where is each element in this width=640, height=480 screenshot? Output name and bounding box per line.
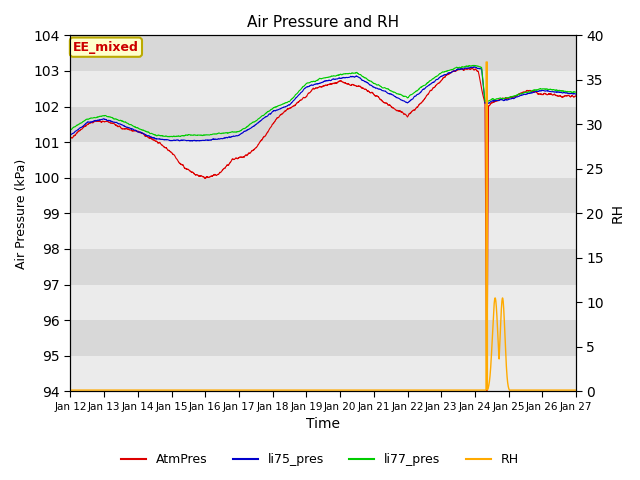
- X-axis label: Time: Time: [307, 418, 340, 432]
- Title: Air Pressure and RH: Air Pressure and RH: [247, 15, 399, 30]
- Y-axis label: RH: RH: [611, 204, 625, 223]
- Bar: [70, 249, 576, 285]
- Y-axis label: Air Pressure (kPa): Air Pressure (kPa): [15, 158, 28, 268]
- Bar: [70, 356, 576, 391]
- Legend: AtmPres, li75_pres, li77_pres, RH: AtmPres, li75_pres, li77_pres, RH: [116, 448, 524, 471]
- Text: EE_mixed: EE_mixed: [73, 41, 139, 54]
- Bar: [70, 36, 576, 71]
- Bar: [70, 178, 576, 214]
- Bar: [70, 320, 576, 356]
- Bar: [70, 71, 576, 107]
- Bar: [70, 142, 576, 178]
- Bar: [70, 214, 576, 249]
- Bar: [70, 285, 576, 320]
- Bar: [70, 107, 576, 142]
